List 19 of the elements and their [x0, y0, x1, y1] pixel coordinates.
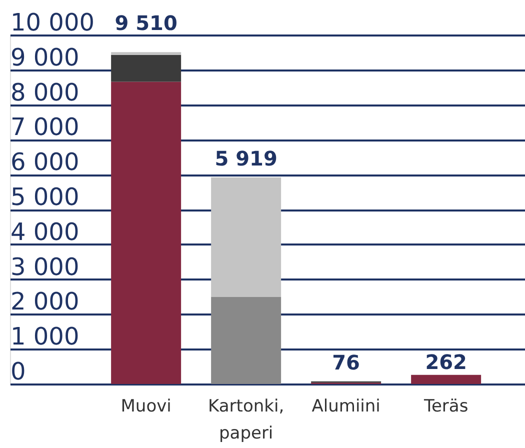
y-tick-label: 1 000	[10, 322, 80, 351]
total-label: 5 919	[214, 146, 278, 170]
y-tick-label: 2 000	[10, 288, 80, 316]
x-tick-label: Kartonki, paperi	[208, 396, 284, 444]
total-label: 76	[332, 350, 360, 374]
total-label: 9 510	[114, 11, 178, 36]
x-tick-label: Alumiini	[312, 396, 380, 416]
y-tick-label: 6 000	[10, 148, 80, 176]
x-tick-label: Teräs	[422, 396, 468, 416]
y-tick-label: 0	[10, 358, 26, 386]
y-tick-label: 3 000	[10, 252, 80, 281]
y-tick-label: 8 000	[10, 78, 80, 106]
y-tick-label: 9 000	[10, 43, 80, 72]
y-tick-label: 4 000	[10, 218, 80, 246]
x-tick-label: Muovi	[120, 396, 172, 416]
y-tick-label: 7 000	[10, 113, 80, 142]
y-tick-label: 10 000	[10, 8, 94, 36]
total-label: 262	[425, 350, 467, 374]
y-tick-label: 5 000	[10, 183, 80, 211]
